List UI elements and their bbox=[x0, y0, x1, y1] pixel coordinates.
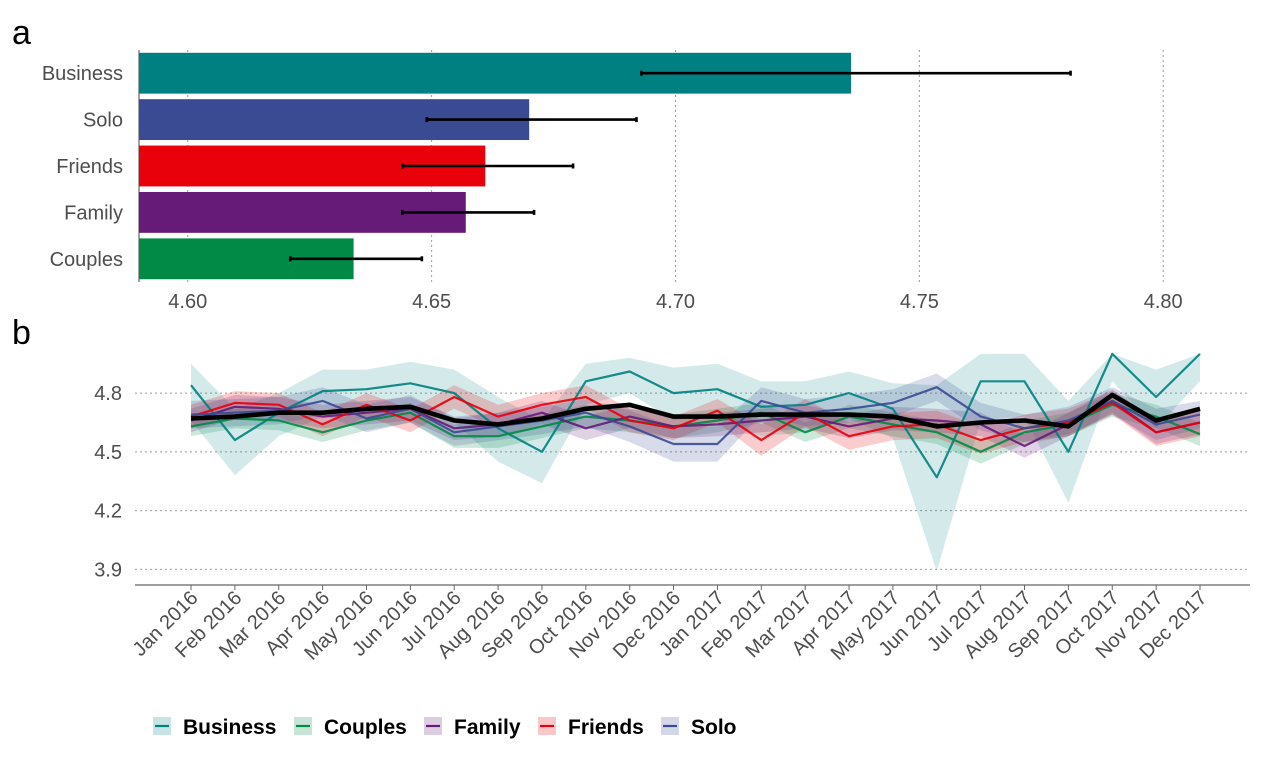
y-tick-label: 4.8 bbox=[94, 383, 122, 405]
category-label-family: Family bbox=[64, 202, 123, 224]
line-overall bbox=[190, 392, 1201, 429]
y-tick-label: 3.9 bbox=[94, 559, 122, 581]
x-tick-label: 4.75 bbox=[900, 291, 939, 313]
x-tick-label: 4.70 bbox=[656, 291, 695, 313]
y-tick-label: 4.5 bbox=[94, 442, 122, 464]
line-family bbox=[190, 399, 1201, 448]
x-tick-label: 4.60 bbox=[168, 291, 207, 313]
y-tick-label: 4.2 bbox=[94, 501, 122, 523]
category-label-solo: Solo bbox=[83, 110, 123, 132]
legend: Business Couples Family Friends Solo bbox=[153, 716, 737, 739]
legend-label-family: Family bbox=[454, 716, 521, 739]
bar-chart-panel-a: 4.60 4.65 4.70 4.75 4.80 Business Solo Friends F… bbox=[42, 50, 1183, 313]
x-tick-label: 4.65 bbox=[412, 291, 451, 313]
category-label-couples: Couples bbox=[50, 249, 123, 271]
line-solo bbox=[190, 386, 1201, 446]
legend-label-business: Business bbox=[183, 716, 276, 739]
legend-label-solo: Solo bbox=[691, 716, 737, 739]
ribbon-couples bbox=[191, 393, 1200, 464]
category-label-business: Business bbox=[42, 63, 123, 85]
category-label-friends: Friends bbox=[56, 156, 123, 178]
panel-a-letter: a bbox=[12, 14, 31, 52]
ribbons bbox=[191, 353, 1200, 572]
legend-label-friends: Friends bbox=[568, 716, 644, 739]
line-couples bbox=[190, 403, 1201, 453]
series-lines bbox=[190, 352, 1201, 479]
ribbon-business bbox=[191, 353, 1200, 572]
x-tick-label: 4.80 bbox=[1144, 291, 1183, 313]
legend-label-couples: Couples bbox=[324, 716, 407, 739]
line-business bbox=[190, 352, 1201, 479]
panel-b-letter: b bbox=[12, 314, 31, 352]
